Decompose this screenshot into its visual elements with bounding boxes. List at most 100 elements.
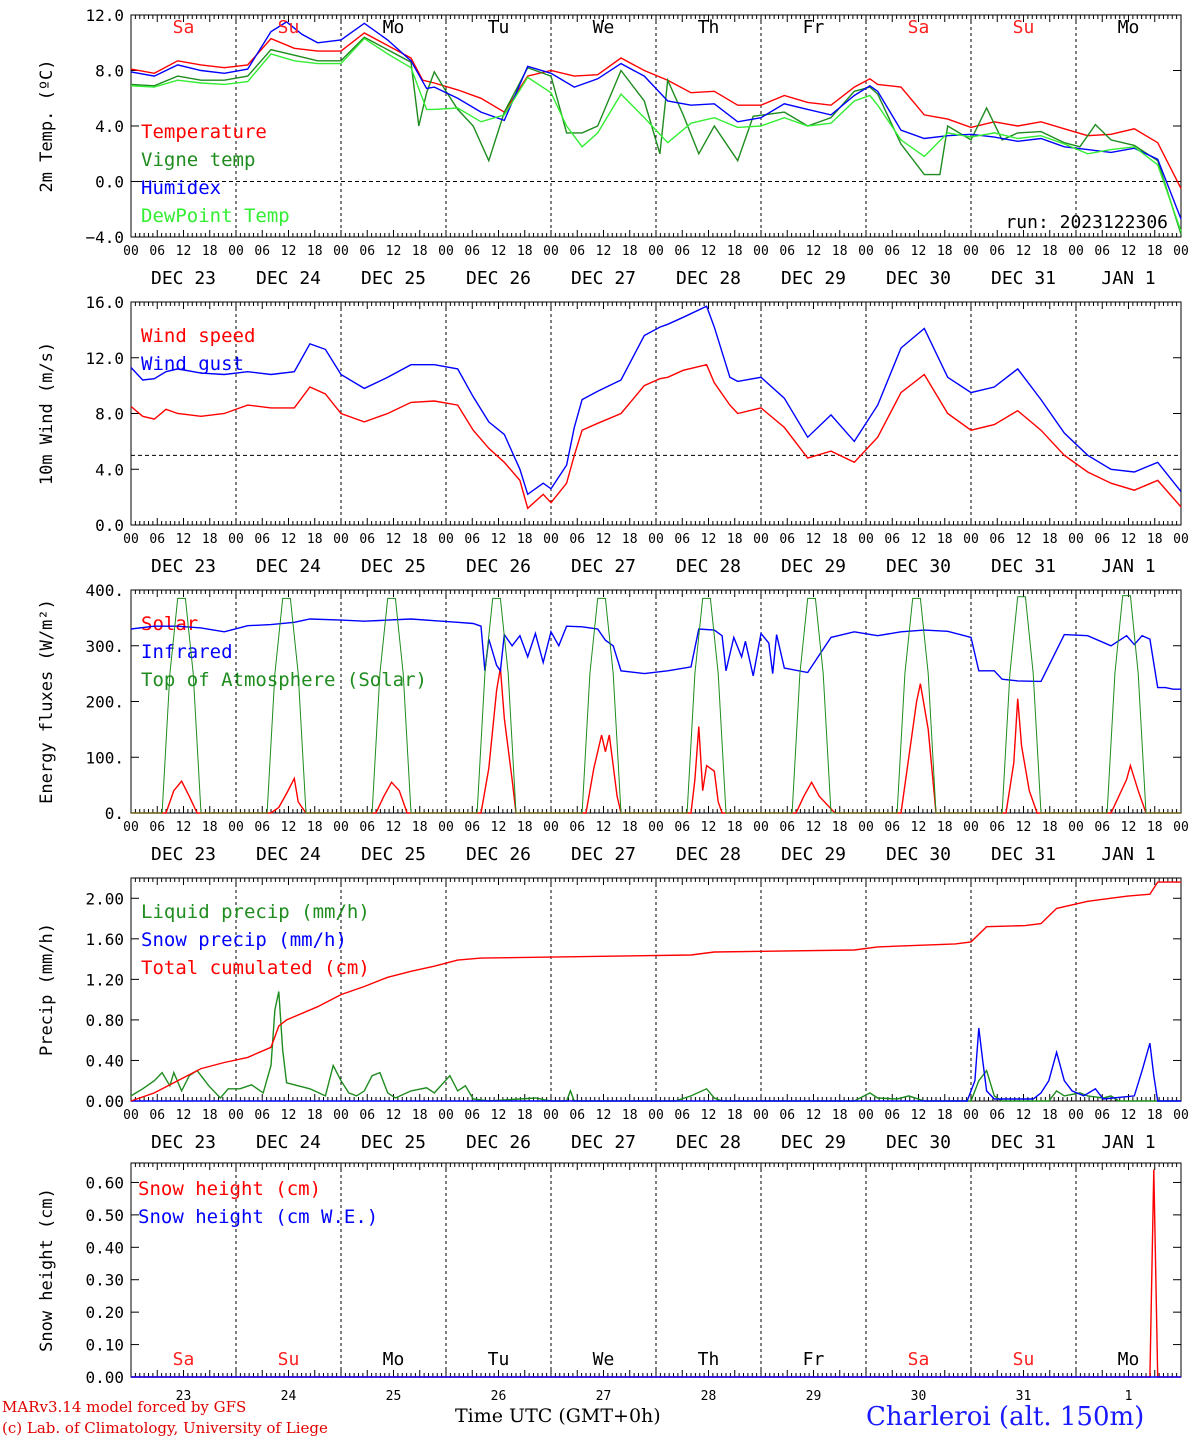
- hour-tick-label: 00: [333, 1108, 349, 1123]
- y-tick-label: 0.00: [85, 1092, 124, 1111]
- date-label: DEC 27: [571, 1132, 636, 1153]
- y-tick-label: 4.0: [95, 460, 124, 479]
- hour-tick-label: 06: [674, 820, 690, 835]
- hour-tick-label: 00: [753, 1108, 769, 1123]
- legend-entry: Wind gust: [141, 353, 244, 375]
- hour-tick-label: 06: [464, 820, 480, 835]
- hour-tick-label: 00: [1173, 532, 1189, 547]
- hour-tick-label: 00: [1068, 244, 1084, 259]
- weekday-label: We: [593, 1349, 615, 1370]
- y-tick-label: 16.0: [85, 293, 124, 312]
- date-label: DEC 31: [991, 268, 1056, 289]
- hour-tick-label: 18: [202, 532, 218, 547]
- hour-tick-label: 00: [858, 1108, 874, 1123]
- hour-tick-label: 18: [832, 244, 848, 259]
- hour-tick-label: 06: [359, 820, 375, 835]
- date-label: DEC 31: [991, 556, 1056, 577]
- hour-tick-label: 06: [779, 820, 795, 835]
- hour-tick-label: 12: [701, 532, 717, 547]
- date-label: DEC 26: [466, 1132, 531, 1153]
- hour-tick-label: 00: [228, 820, 244, 835]
- hour-tick-label: 06: [674, 1108, 690, 1123]
- hour-tick-label: 06: [1094, 532, 1110, 547]
- x-axis-title: Time UTC (GMT+0h): [455, 1405, 661, 1427]
- hour-tick-label: 12: [596, 1108, 612, 1123]
- y-tick-label: 12.0: [85, 349, 124, 368]
- hour-tick-label: 00: [543, 1108, 559, 1123]
- hour-tick-label: 06: [884, 532, 900, 547]
- date-label: DEC 30: [886, 556, 951, 577]
- legend-entry: Wind speed: [141, 325, 255, 347]
- hour-tick-label: 06: [149, 820, 165, 835]
- weekday-label: Su: [1013, 1349, 1035, 1370]
- hour-tick-label: 00: [438, 820, 454, 835]
- y-tick-label: 0.30: [85, 1271, 124, 1290]
- date-label: DEC 29: [781, 844, 846, 865]
- hour-tick-label: 00: [648, 244, 664, 259]
- hour-tick-label: 18: [307, 244, 323, 259]
- date-label: DEC 23: [151, 268, 216, 289]
- weekday-label: Tu: [488, 1349, 510, 1370]
- date-label: DEC 30: [886, 1132, 951, 1153]
- y-tick-label: −4.0: [85, 228, 124, 247]
- y-tick-label: 300.: [85, 637, 124, 656]
- day-number-label: 26: [491, 1389, 507, 1404]
- hour-tick-label: 12: [911, 1108, 927, 1123]
- hour-tick-label: 06: [884, 820, 900, 835]
- hour-tick-label: 06: [884, 244, 900, 259]
- hour-tick-label: 06: [1094, 820, 1110, 835]
- hour-tick-label: 00: [543, 532, 559, 547]
- hour-tick-label: 00: [123, 532, 139, 547]
- series-line-2: [131, 1027, 1181, 1102]
- hour-tick-label: 12: [1016, 532, 1032, 547]
- hour-tick-label: 12: [596, 820, 612, 835]
- hour-tick-label: 18: [622, 532, 638, 547]
- hour-tick-label: 12: [1121, 820, 1137, 835]
- date-label: DEC 29: [781, 556, 846, 577]
- hour-tick-label: 06: [779, 244, 795, 259]
- hour-tick-label: 18: [412, 532, 428, 547]
- hour-tick-label: 18: [517, 1108, 533, 1123]
- date-label: DEC 23: [151, 1132, 216, 1153]
- weekday-label: Tu: [488, 17, 510, 38]
- hour-tick-label: 18: [517, 532, 533, 547]
- legend-entry: Solar: [141, 613, 198, 635]
- weekday-label: Fr: [803, 17, 825, 38]
- series-line-1: [130, 363, 1182, 510]
- hour-tick-label: 00: [1173, 1108, 1189, 1123]
- hour-tick-label: 00: [648, 532, 664, 547]
- hour-tick-label: 00: [333, 820, 349, 835]
- hour-tick-label: 18: [517, 244, 533, 259]
- date-label: DEC 31: [991, 844, 1056, 865]
- hour-tick-label: 06: [464, 244, 480, 259]
- legend-entry: Infrared: [141, 641, 233, 663]
- hour-tick-label: 06: [149, 1108, 165, 1123]
- hour-tick-label: 12: [176, 244, 192, 259]
- hour-tick-label: 06: [989, 1108, 1005, 1123]
- hour-tick-label: 12: [1121, 532, 1137, 547]
- legend-entry: Total cumulated (cm): [141, 957, 370, 979]
- hour-tick-label: 12: [911, 244, 927, 259]
- date-label: DEC 26: [466, 844, 531, 865]
- y-tick-label: 0.0: [95, 516, 124, 535]
- weekday-label: Th: [698, 1349, 720, 1370]
- hour-tick-label: 00: [963, 820, 979, 835]
- hour-tick-label: 18: [1147, 244, 1163, 259]
- hour-tick-label: 00: [123, 1108, 139, 1123]
- series-line-4: [130, 37, 1182, 232]
- series-line-3: [130, 21, 1182, 220]
- hour-tick-label: 06: [569, 532, 585, 547]
- hour-tick-label: 18: [832, 1108, 848, 1123]
- hour-tick-label: 18: [202, 820, 218, 835]
- hour-tick-label: 00: [1068, 532, 1084, 547]
- legend-entry: Top of Atmosphere (Solar): [141, 669, 427, 691]
- y-tick-label: 2.00: [85, 889, 124, 908]
- weekday-label: Su: [278, 1349, 300, 1370]
- y-tick-label: 12.0: [85, 6, 124, 25]
- hour-tick-label: 06: [1094, 1108, 1110, 1123]
- hour-tick-label: 00: [333, 532, 349, 547]
- hour-tick-label: 00: [753, 532, 769, 547]
- hour-tick-label: 06: [989, 532, 1005, 547]
- y-tick-label: 0.40: [85, 1051, 124, 1070]
- hour-tick-label: 12: [1121, 244, 1137, 259]
